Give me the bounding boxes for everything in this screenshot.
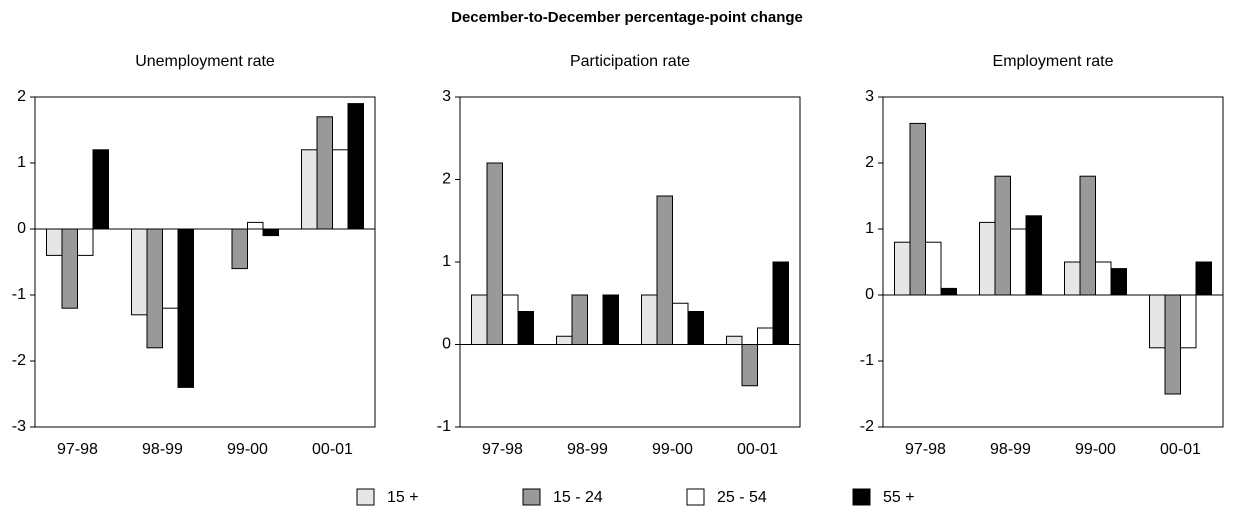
bar — [909, 122, 926, 296]
bar — [177, 228, 194, 388]
bar — [92, 149, 109, 230]
bar — [347, 103, 364, 230]
bar — [231, 228, 248, 270]
plot-frame — [882, 96, 1224, 428]
bar — [687, 311, 704, 345]
bar — [1164, 294, 1181, 395]
x-tick-label: 97-98 — [57, 441, 98, 458]
y-tick-label: -2 — [12, 352, 26, 369]
x-tick-label: 99-00 — [652, 441, 693, 458]
bar — [1064, 261, 1081, 296]
y-tick-label: 3 — [442, 88, 451, 105]
y-tick-label: -2 — [860, 418, 874, 435]
bar — [772, 261, 789, 345]
x-tick-label: 99-00 — [1075, 441, 1116, 458]
bar — [994, 175, 1011, 296]
bar — [602, 294, 619, 345]
x-tick-label: 98-99 — [567, 441, 608, 458]
legend-label: 15 - 24 — [553, 489, 603, 506]
bar — [517, 311, 534, 345]
legend-swatch — [686, 488, 705, 506]
bar — [940, 287, 957, 296]
chart-title: December-to-December percentage-point ch… — [451, 9, 803, 26]
bar — [757, 327, 774, 345]
legend-label: 55 + — [883, 489, 915, 506]
x-tick-label: 00-01 — [312, 441, 353, 458]
bar — [571, 294, 588, 345]
y-tick-label: 0 — [442, 336, 451, 353]
x-tick-label: 98-99 — [142, 441, 183, 458]
legend-swatch — [356, 488, 375, 506]
bar — [77, 228, 94, 256]
x-tick-label: 97-98 — [905, 441, 946, 458]
bar — [979, 221, 996, 296]
bar — [556, 335, 573, 345]
bar — [656, 195, 673, 345]
y-tick-label: -3 — [12, 418, 26, 435]
y-tick-label: 1 — [442, 253, 451, 270]
y-tick-label: 3 — [865, 88, 874, 105]
plot-frame — [34, 96, 376, 428]
bar — [726, 335, 743, 345]
y-tick-label: -1 — [12, 286, 26, 303]
plot-frame — [459, 96, 801, 428]
bar — [641, 294, 658, 345]
y-tick-label: 2 — [865, 154, 874, 171]
y-tick-label: -1 — [860, 352, 874, 369]
y-tick-label: 2 — [17, 88, 26, 105]
bar — [1010, 228, 1027, 296]
x-tick-label: 00-01 — [1160, 441, 1201, 458]
panel-title: Participation rate — [570, 53, 690, 70]
bar — [471, 294, 488, 345]
bar — [502, 294, 519, 345]
legend-swatch — [522, 488, 541, 506]
bar — [486, 162, 503, 345]
panel-title: Unemployment rate — [135, 53, 275, 70]
bar — [1025, 215, 1042, 296]
bar — [162, 228, 179, 309]
y-tick-label: 0 — [865, 286, 874, 303]
x-tick-label: 97-98 — [482, 441, 523, 458]
legend-label: 15 + — [387, 489, 419, 506]
x-tick-label: 00-01 — [737, 441, 778, 458]
bar — [894, 241, 911, 296]
x-tick-label: 99-00 — [227, 441, 268, 458]
y-tick-label: -1 — [437, 418, 451, 435]
bar — [1195, 261, 1212, 296]
bar — [741, 344, 758, 387]
y-tick-label: 1 — [17, 154, 26, 171]
x-tick-label: 98-99 — [990, 441, 1031, 458]
bar — [131, 228, 148, 316]
bar — [1110, 268, 1127, 296]
legend-swatch — [852, 488, 871, 506]
bar — [672, 302, 689, 345]
bar — [1180, 294, 1197, 349]
bar — [301, 149, 318, 230]
bar — [332, 149, 349, 230]
y-tick-label: 1 — [865, 220, 874, 237]
panel-title: Employment rate — [993, 53, 1114, 70]
bar — [316, 116, 333, 230]
bar — [46, 228, 63, 256]
bar — [262, 228, 279, 237]
bar — [146, 228, 163, 349]
bar — [925, 241, 942, 296]
bar — [1095, 261, 1112, 296]
y-tick-label: 2 — [442, 171, 451, 188]
legend-label: 25 - 54 — [717, 489, 767, 506]
bar — [247, 221, 264, 230]
bar — [1149, 294, 1166, 349]
bar — [61, 228, 78, 309]
bar — [1079, 175, 1096, 296]
y-tick-label: 0 — [17, 220, 26, 237]
